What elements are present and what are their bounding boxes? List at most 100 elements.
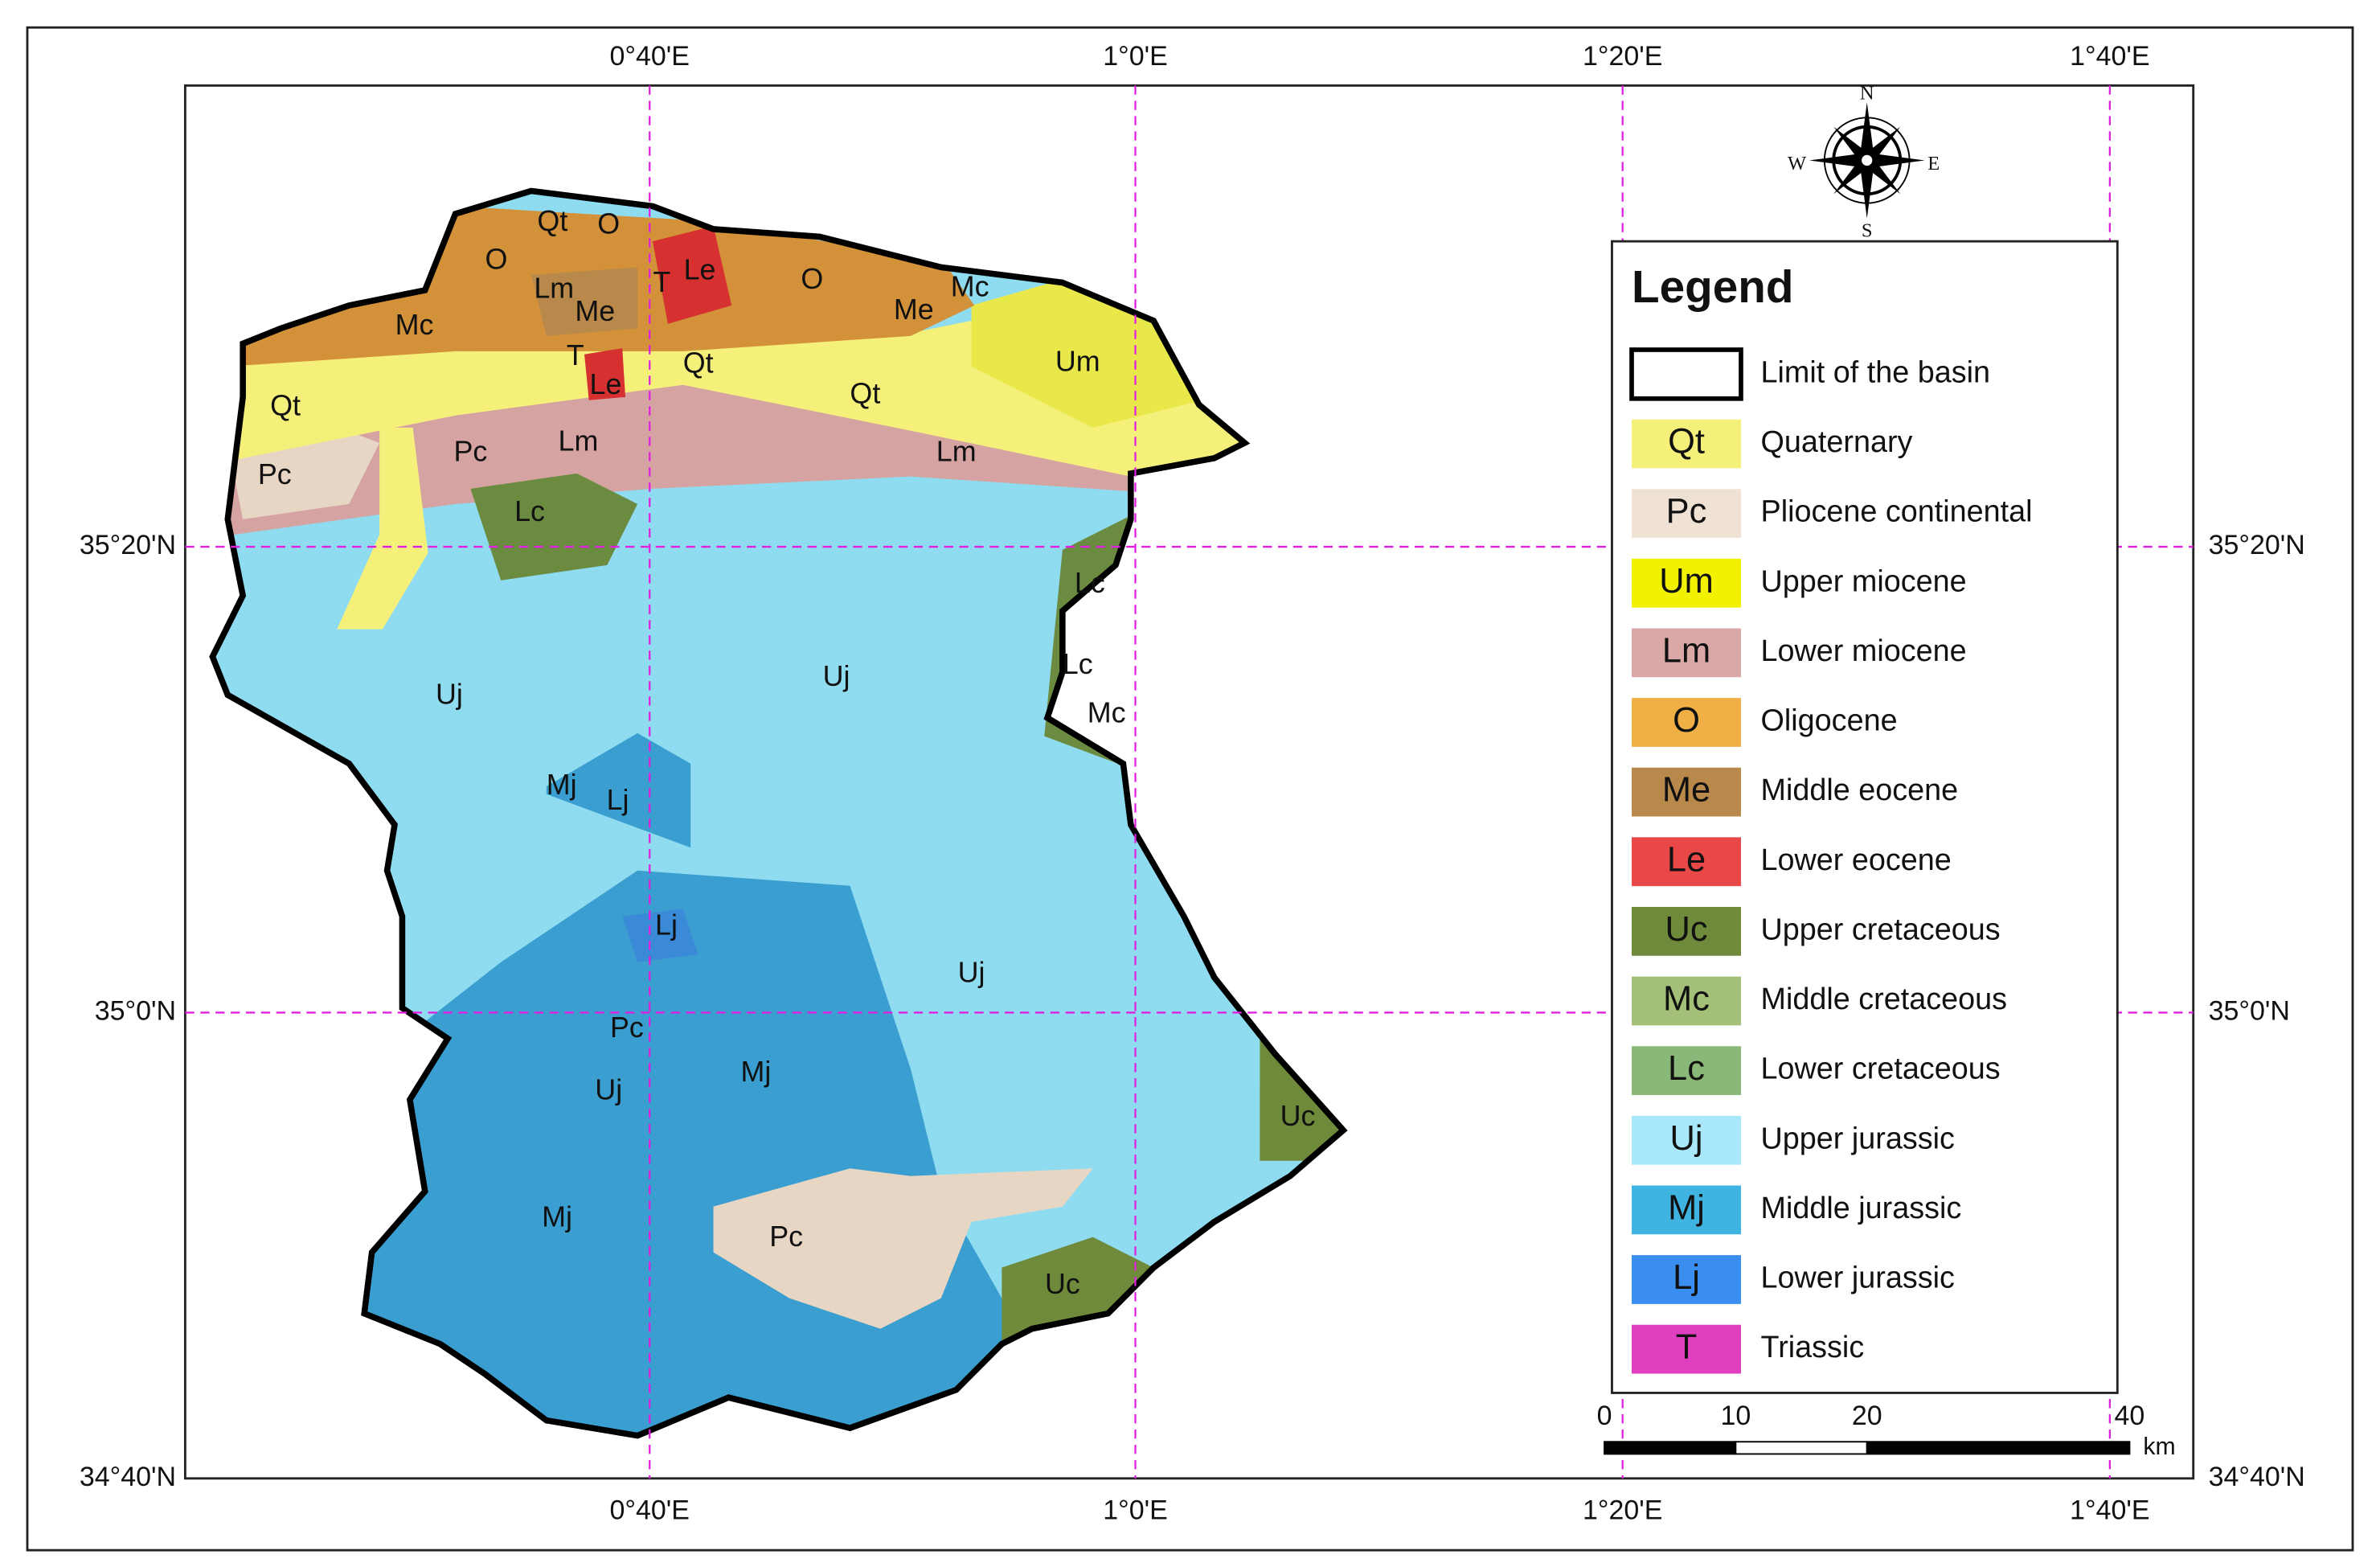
scale-tick-label: 20 [1852, 1401, 1882, 1431]
legend-swatch [1632, 1185, 1741, 1235]
zone-mj [546, 732, 691, 848]
legend-swatch [1632, 489, 1741, 539]
compass-letter: E [1927, 153, 1940, 174]
zone-lc [470, 473, 638, 580]
unit-label: T [653, 265, 670, 298]
unit-label: Me [894, 293, 934, 326]
legend-label: Lower eocene [1761, 843, 1952, 877]
scale-segment [1735, 1441, 1868, 1455]
lat-label: 35°20'N [2209, 530, 2305, 560]
lat-label: 35°0'N [2209, 995, 2290, 1026]
zone-uc [1260, 1038, 1344, 1161]
unit-label: Mj [542, 1200, 572, 1233]
unit-label: Uj [595, 1073, 622, 1106]
compass-rose [1809, 102, 1925, 219]
unit-label: Le [684, 253, 716, 286]
unit-label: Qt [683, 346, 714, 379]
lon-label: 1°20'E [1583, 1495, 1662, 1526]
lon-label: 0°40'E [610, 41, 690, 72]
zone-me [530, 267, 638, 336]
lon-label: 1°40'E [2070, 1495, 2149, 1526]
legend-label: Lower cretaceous [1761, 1052, 2001, 1086]
unit-label: O [801, 262, 823, 295]
unit-label: Qt [850, 376, 880, 409]
legend-code: Lm [1662, 631, 1710, 670]
legend-code: Me [1662, 771, 1710, 810]
scale-unit: km [2143, 1434, 2175, 1460]
legend-label: Lower jurassic [1761, 1261, 1955, 1294]
unit-label: Uc [1045, 1267, 1080, 1300]
scale-segment [1866, 1441, 2131, 1455]
unit-label: Le [590, 367, 622, 400]
legend-swatch [1632, 976, 1741, 1026]
unit-label: Pc [769, 1220, 803, 1253]
unit-label: Uc [1280, 1099, 1316, 1132]
unit-label: Lc [1075, 566, 1105, 599]
zone-le [653, 226, 732, 324]
zone-le [584, 348, 626, 400]
unit-label: Lm [936, 435, 977, 468]
legend-swatch [1632, 1324, 1741, 1374]
unit-label: T [567, 338, 584, 371]
zone-lj [622, 909, 698, 962]
unit-label: Lj [655, 908, 678, 941]
lat-label: 35°20'N [80, 530, 176, 560]
unit-label: Um [1055, 345, 1100, 378]
legend-swatch [1632, 1115, 1741, 1165]
legend-label: Lower miocene [1761, 634, 1967, 668]
unit-label: Qt [270, 389, 301, 422]
zone-pc [713, 1168, 1093, 1329]
unit-label: Mc [951, 269, 989, 302]
unit-label: Lj [607, 783, 629, 816]
legend-code: Um [1659, 562, 1714, 601]
legend-swatch [1632, 837, 1741, 887]
legend-code: O [1673, 701, 1700, 740]
unit-label: Lc [514, 494, 545, 527]
legend-code: Lc [1668, 1049, 1705, 1088]
legend-label: Middle jurassic [1761, 1192, 1962, 1225]
unit-label: Me [575, 294, 615, 327]
lat-label: 34°40'N [80, 1462, 176, 1492]
legend-label: Middle eocene [1761, 773, 1959, 807]
legend-code: Pc [1666, 492, 1707, 531]
scale-segment [1604, 1441, 1737, 1455]
legend-swatch [1632, 698, 1741, 747]
unit-label: Lm [559, 424, 599, 457]
unit-label: Lc [1063, 647, 1093, 680]
unit-label: Uj [958, 955, 985, 988]
unit-label: Lm [534, 271, 574, 304]
legend-code: Le [1667, 840, 1706, 879]
legend-code: Uc [1665, 910, 1707, 949]
legend-label: Middle cretaceous [1761, 982, 2007, 1016]
unit-label: O [485, 242, 508, 275]
legend-swatch [1632, 419, 1741, 469]
zone-qt [337, 427, 428, 630]
legend-label: Oligocene [1761, 704, 1898, 737]
scale-tick-label: 10 [1720, 1401, 1751, 1431]
zone-lm [212, 381, 1139, 538]
lon-label: 0°40'E [610, 1495, 690, 1526]
lon-label: 1°20'E [1583, 41, 1662, 72]
legend-title: Legend [1632, 262, 1793, 313]
unit-label: Mc [1088, 695, 1126, 728]
unit-label: Pc [610, 1011, 644, 1044]
unit-label: O [597, 207, 620, 240]
legend-label: Triassic [1761, 1331, 1865, 1364]
lon-label: 1°0'E [1103, 41, 1168, 72]
unit-label: Uj [823, 659, 850, 692]
unit-label: Mj [740, 1055, 771, 1088]
legend-swatch [1632, 1046, 1741, 1096]
unit-label: Pc [258, 457, 292, 490]
unit-label: Qt [537, 204, 567, 237]
legend-label: Limit of the basin [1761, 355, 1990, 389]
unit-label: Uj [436, 678, 463, 711]
legend-swatch [1632, 628, 1741, 678]
lon-label: 1°40'E [2070, 41, 2149, 72]
legend-code: T [1676, 1328, 1698, 1367]
legend-label: Pliocene continental [1761, 495, 2033, 529]
legend-label: Upper jurassic [1761, 1122, 1955, 1155]
legend-label: Upper cretaceous [1761, 913, 2001, 946]
legend-code: Mj [1668, 1188, 1705, 1227]
